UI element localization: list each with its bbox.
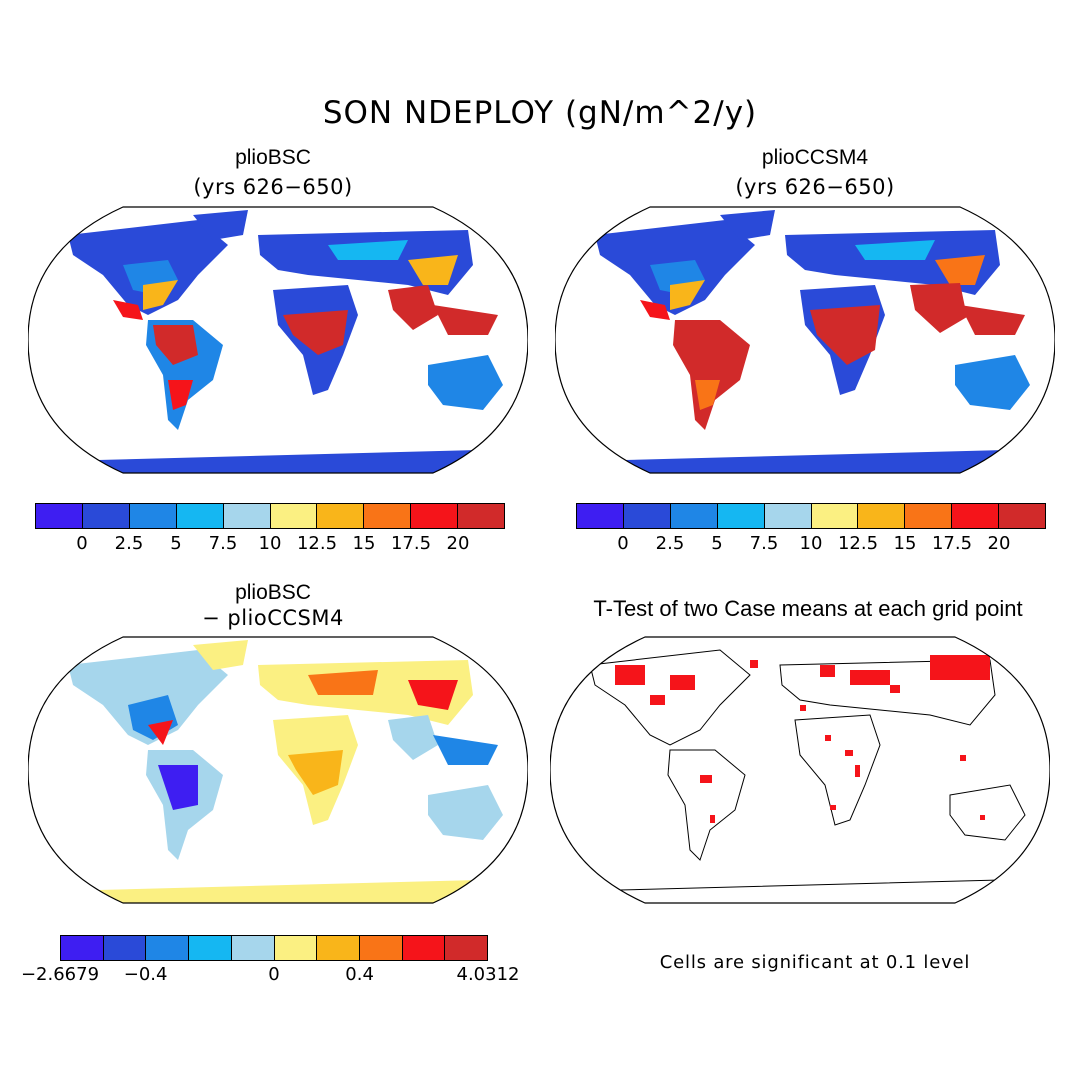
colorbar-plioBSC-tick-label: 7.5 bbox=[208, 533, 238, 554]
colorbar-plioCCSM4-tick-label: 15 bbox=[893, 533, 917, 554]
colorbar-plioCCSM4 bbox=[576, 503, 1046, 529]
panel2-title: plioCCSM4 bbox=[761, 146, 869, 169]
colorbar-plioCCSM4-swatch bbox=[858, 504, 906, 528]
colorbar-plioCCSM4-swatch bbox=[952, 504, 1000, 528]
colorbar-plioBSC-swatch bbox=[36, 504, 83, 528]
significance-note: Cells are significant at 0.1 level bbox=[659, 952, 971, 973]
colorbar-plioBSC-tick-label: 2.5 bbox=[114, 533, 144, 554]
colorbar-plioBSC-ticks: 0 2.5 5 7.5 10 12.5 15 17.5 20 bbox=[35, 533, 505, 557]
colorbar-plioCCSM4-swatch bbox=[999, 504, 1046, 528]
colorbar-plioBSC-swatch bbox=[317, 504, 365, 528]
colorbar-plioCCSM4-swatch bbox=[717, 504, 765, 528]
colorbar-difference-tick-label: 0 bbox=[268, 964, 280, 985]
colorbar-plioBSC-tick-label: 10 bbox=[258, 533, 282, 554]
colorbar-plioBSC-tick-label: 20 bbox=[446, 533, 470, 554]
panel3-title: plioBSC bbox=[235, 581, 311, 604]
colorbar-difference-tick-label: 0.4 bbox=[345, 964, 374, 985]
colorbar-plioBSC-tick-label: 0 bbox=[76, 533, 88, 554]
map-plioBSC bbox=[28, 206, 528, 474]
colorbar-difference-tick-label: 4.0312 bbox=[456, 964, 520, 985]
panel3-subtitle: − plioCCSM4 bbox=[202, 606, 344, 630]
colorbar-plioCCSM4-tick-label: 0 bbox=[617, 533, 629, 554]
colorbar-plioBSC-swatch bbox=[129, 504, 177, 528]
colorbar-plioBSC-tick-label: 15 bbox=[352, 533, 376, 554]
colorbar-plioCCSM4-swatch bbox=[670, 504, 718, 528]
colorbar-difference-swatch bbox=[146, 936, 190, 960]
colorbar-difference-swatch bbox=[189, 936, 232, 960]
colorbar-plioCCSM4-tick-label: 12.5 bbox=[837, 533, 879, 554]
colorbar-plioBSC-swatch bbox=[223, 504, 271, 528]
panel1-title: plioBSC bbox=[235, 146, 311, 169]
colorbar-plioCCSM4-ticks: 0 2.5 5 7.5 10 12.5 15 17.5 20 bbox=[576, 533, 1046, 557]
colorbar-plioBSC-swatch bbox=[411, 504, 459, 528]
colorbar-difference bbox=[60, 935, 488, 961]
colorbar-plioBSC-tick-label: 12.5 bbox=[296, 533, 338, 554]
colorbar-plioBSC-swatch bbox=[176, 504, 224, 528]
colorbar-difference-swatch bbox=[402, 936, 446, 960]
colorbar-plioCCSM4-swatch bbox=[811, 504, 859, 528]
colorbar-plioCCSM4-tick-label: 5 bbox=[711, 533, 723, 554]
colorbar-difference-tick-label: −2.6679 bbox=[20, 964, 100, 985]
colorbar-plioCCSM4-swatch bbox=[764, 504, 812, 528]
colorbar-difference-swatch bbox=[274, 936, 318, 960]
map-ttest bbox=[550, 636, 1050, 904]
colorbar-plioCCSM4-tick-label: 10 bbox=[799, 533, 823, 554]
colorbar-difference-swatch bbox=[359, 936, 403, 960]
colorbar-plioBSC-swatch bbox=[270, 504, 318, 528]
colorbar-difference-ticks: −2.6679 −0.4 0 0.4 4.0312 bbox=[21, 964, 520, 988]
colorbar-plioBSC bbox=[35, 503, 505, 529]
colorbar-plioBSC-swatch bbox=[364, 504, 412, 528]
colorbar-plioCCSM4-swatch bbox=[905, 504, 953, 528]
colorbar-plioCCSM4-tick-label: 7.5 bbox=[749, 533, 779, 554]
panel4-title: T-Test of two Case means at each grid po… bbox=[593, 596, 1023, 621]
colorbar-difference-tick-label: −0.4 bbox=[123, 964, 168, 985]
colorbar-difference-swatch bbox=[231, 936, 275, 960]
colorbar-difference-swatch bbox=[317, 936, 360, 960]
colorbar-difference-swatch bbox=[103, 936, 147, 960]
colorbar-plioBSC-swatch bbox=[458, 504, 505, 528]
colorbar-plioBSC-swatch bbox=[82, 504, 130, 528]
figure-title: SON NDEPLOY (gN/m^2/y) bbox=[322, 95, 758, 131]
colorbar-plioBSC-tick-label: 5 bbox=[170, 533, 182, 554]
panel2-subtitle: (yrs 626−650) bbox=[735, 175, 895, 199]
colorbar-plioCCSM4-swatch bbox=[623, 504, 671, 528]
map-plioCCSM4 bbox=[555, 206, 1055, 474]
colorbar-plioBSC-tick-label: 17.5 bbox=[390, 533, 432, 554]
colorbar-plioCCSM4-tick-label: 17.5 bbox=[931, 533, 973, 554]
colorbar-plioCCSM4-tick-label: 2.5 bbox=[655, 533, 685, 554]
colorbar-plioCCSM4-swatch bbox=[577, 504, 624, 528]
colorbar-difference-swatch bbox=[445, 936, 488, 960]
panel1-subtitle: (yrs 626−650) bbox=[193, 175, 353, 199]
map-difference bbox=[28, 636, 528, 904]
colorbar-plioCCSM4-tick-label: 20 bbox=[987, 533, 1011, 554]
colorbar-difference-swatch bbox=[61, 936, 104, 960]
